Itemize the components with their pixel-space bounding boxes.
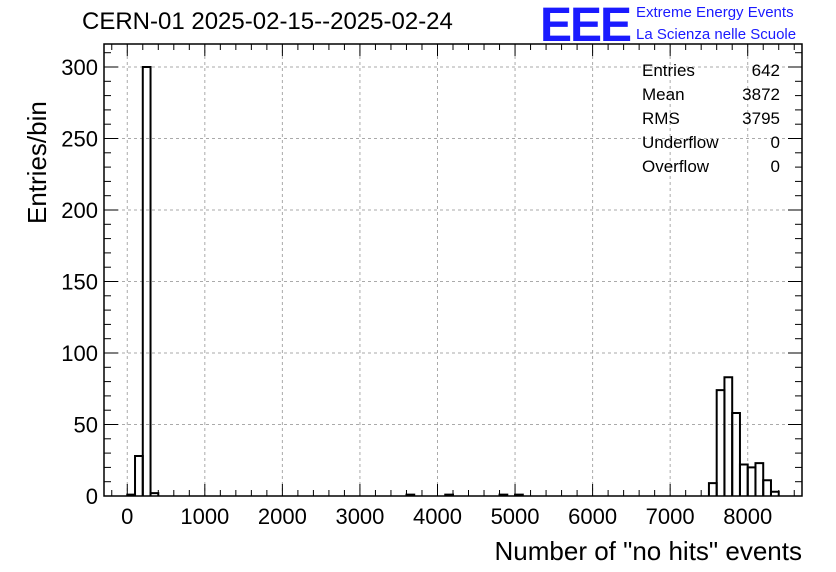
x-tick-label: 6000: [568, 504, 617, 529]
histogram-bin: [444, 493, 454, 496]
x-tick-label: 1000: [180, 504, 229, 529]
stats-row-overflow: Overflow 0: [642, 156, 780, 180]
stats-label: RMS: [642, 109, 680, 128]
y-tick-label: 300: [61, 55, 98, 80]
stats-label: Mean: [642, 85, 685, 104]
x-tick-label: 2000: [258, 504, 307, 529]
x-axis-label: Number of "no hits" events: [494, 536, 803, 566]
y-tick-label: 50: [74, 413, 98, 438]
stats-label: Overflow: [642, 157, 710, 176]
y-tick-label: 150: [61, 270, 98, 295]
y-tick-label: 250: [61, 127, 98, 152]
y-tick-label: 100: [61, 341, 98, 366]
chart-title: CERN-01 2025-02-15--2025-02-24: [82, 8, 453, 35]
histogram-bin: [514, 493, 524, 496]
histogram-bin: [738, 463, 749, 496]
histogram-bin: [149, 492, 160, 496]
stats-value: 0: [770, 157, 780, 176]
y-axis-label: Entries/bin: [22, 101, 52, 224]
histogram-bin: [141, 66, 152, 496]
histogram-bin: [498, 493, 509, 496]
histogram-bin: [715, 389, 726, 496]
stats-value: 3872: [742, 85, 780, 104]
x-tick-label: 4000: [413, 504, 462, 529]
x-tick-label: 8000: [723, 504, 772, 529]
stats-value: 3795: [742, 109, 780, 128]
histogram-bin: [707, 482, 718, 496]
stats-row-entries: Entries 642: [642, 60, 780, 84]
stats-value: 642: [751, 61, 780, 80]
histogram-bin: [762, 479, 772, 496]
stats-box: Entries 642 Mean 3872 RMS 3795 Underflow…: [642, 60, 780, 180]
histogram-bin: [134, 454, 144, 496]
y-tick-label: 200: [61, 198, 98, 223]
histogram-bin: [731, 412, 741, 496]
eee-logo: EEE: [540, 0, 632, 52]
x-tick-label: 7000: [646, 504, 695, 529]
y-tick-label: 0: [86, 484, 98, 509]
stats-row-mean: Mean 3872: [642, 84, 780, 108]
stats-label: Entries: [642, 61, 695, 80]
histogram-bin: [769, 490, 780, 496]
histogram-bin: [405, 493, 416, 496]
stats-value: 0: [770, 133, 780, 152]
histogram-bin: [746, 466, 757, 496]
x-tick-label: 3000: [335, 504, 384, 529]
stats-label: Underflow: [642, 133, 719, 152]
logo-text-line2: La Scienza nelle Scuole: [636, 26, 797, 43]
stats-row-rms: RMS 3795: [642, 108, 780, 132]
histogram-bin: [754, 462, 765, 496]
histogram-bin: [723, 376, 734, 496]
x-tick-label: 5000: [491, 504, 540, 529]
logo-text-line1: Extreme Energy Events: [636, 4, 794, 21]
x-tick-label: 0: [121, 504, 133, 529]
stats-row-underflow: Underflow 0: [642, 132, 780, 156]
